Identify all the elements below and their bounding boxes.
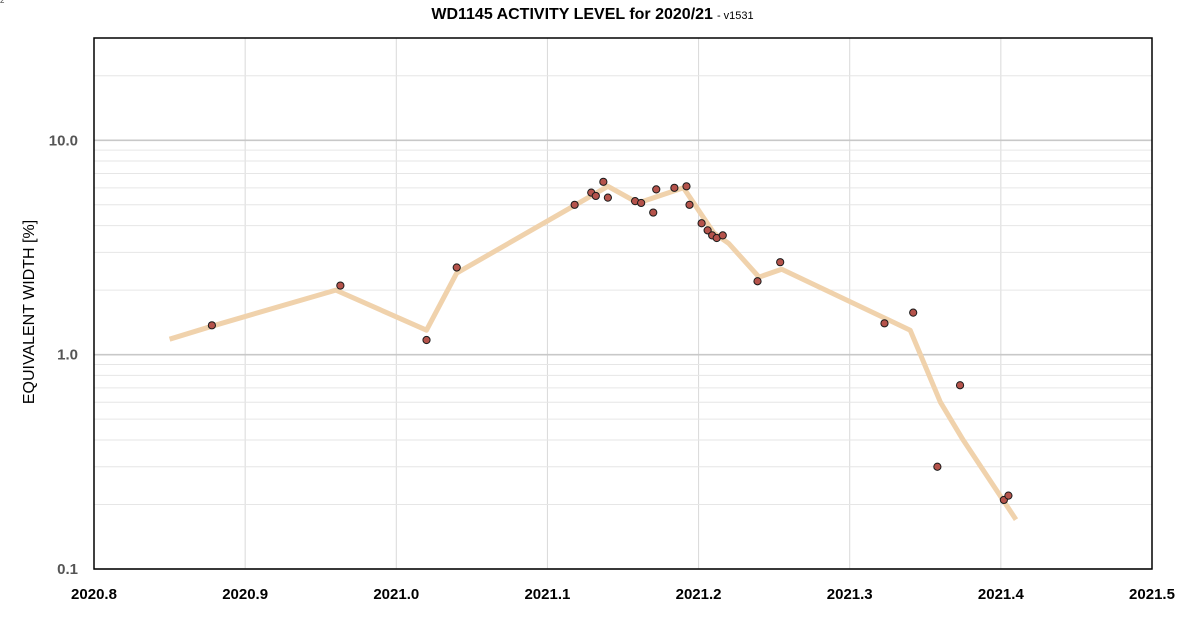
- data-point: [955, 381, 965, 390]
- data-point: [909, 308, 918, 317]
- chart-title: WD1145 ACTIVITY LEVEL for 2020/21- v1531: [0, 6, 1185, 24]
- data-point: [652, 185, 661, 194]
- y-tick-label: 10.0: [49, 132, 78, 149]
- data-point: [599, 177, 608, 186]
- data-point: [753, 277, 762, 286]
- data-point: [1004, 491, 1013, 500]
- data-point: [637, 198, 646, 208]
- trend-line: [168, 183, 1019, 521]
- data-point: [591, 191, 600, 201]
- data-point: [682, 182, 691, 191]
- chart-subtitle: - v1531: [716, 10, 754, 22]
- x-ticks-layer: 2020.8 2020.9 2021.0 2021.1 2021.2 2021.3 2021…: [71, 586, 1175, 603]
- chart-title-main: WD1145 ACTIVITY LEVEL for 2020/21: [431, 6, 713, 23]
- data-point: [336, 281, 345, 290]
- x-tick-label: 2021.3: [827, 586, 873, 603]
- data-point: [685, 200, 694, 209]
- data-point: [207, 321, 216, 330]
- corner-mark: 2: [0, 0, 5, 5]
- data-point: [718, 231, 727, 240]
- points-layer: [207, 177, 1013, 505]
- data-point: [649, 208, 658, 217]
- data-point: [422, 335, 431, 345]
- x-tick-label: 2021.0: [373, 586, 419, 603]
- data-point: [697, 219, 706, 228]
- x-tick-label: 2021.5: [1129, 586, 1175, 603]
- y-ticks-layer: 0.1 1.0 10.0: [49, 132, 78, 578]
- x-tick-label: 2020.8: [71, 586, 117, 603]
- data-point: [880, 319, 889, 328]
- trend-layer: [168, 183, 1019, 521]
- y-tick-label: 1.0: [57, 347, 78, 364]
- data-point: [570, 200, 579, 209]
- plot-frame: [93, 37, 1153, 570]
- x-tick-label: 2020.9: [222, 586, 268, 603]
- x-tick-label: 2021.4: [978, 586, 1025, 603]
- data-point: [933, 462, 942, 471]
- data-point: [776, 258, 785, 267]
- data-point: [452, 263, 461, 272]
- x-tick-label: 2021.2: [676, 586, 722, 603]
- y-tick-label: 0.1: [57, 561, 78, 578]
- data-point: [703, 226, 712, 235]
- x-tick-label: 2021.1: [524, 586, 570, 603]
- data-point: [603, 193, 612, 202]
- data-point: [670, 183, 679, 192]
